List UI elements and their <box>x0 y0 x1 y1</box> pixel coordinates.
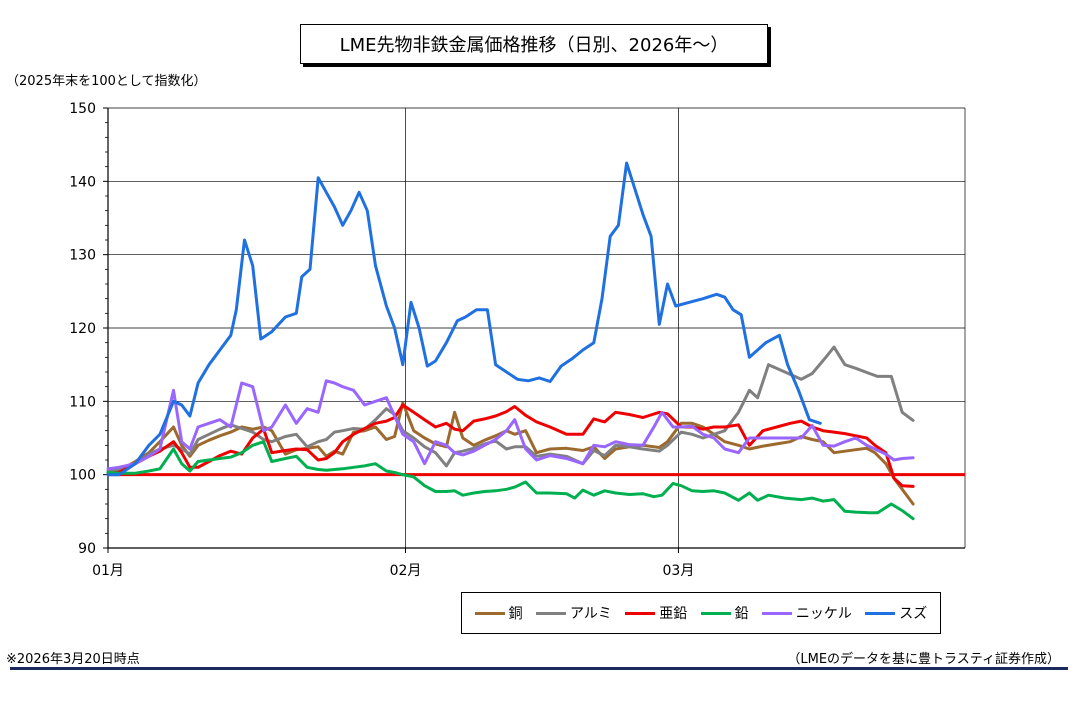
y-axis-unit-label: （2025年末を100として指数化） <box>6 74 207 89</box>
legend-swatch <box>625 611 656 615</box>
chart-title: LME先物非鉄金属価格推移（日別、2026年～） <box>300 24 768 64</box>
footer-divider <box>10 667 1068 670</box>
legend-label: アルミ <box>570 606 612 622</box>
legend-label: 鉛 <box>734 606 749 622</box>
y-tick-label: 110 <box>69 394 96 410</box>
legend-label: 銅 <box>508 606 523 622</box>
y-tick-label: 90 <box>78 541 96 557</box>
source-note: （LMEのデータを基に豊トラスティ証券作成） <box>787 652 1060 667</box>
legend-item-aluminium: アルミ <box>536 603 612 623</box>
x-tick-label: 02月 <box>390 563 422 579</box>
x-tick-label: 01月 <box>92 563 124 579</box>
y-tick-label: 140 <box>69 174 96 190</box>
y-tick-label: 120 <box>69 321 96 337</box>
legend-item-tin: スズ <box>865 603 927 623</box>
legend-label: スズ <box>899 606 928 622</box>
axes: 90 100 110 120 130 140 150 01月 02月 03月 <box>69 101 965 579</box>
legend-swatch <box>474 611 505 615</box>
series-line-4 <box>106 379 915 471</box>
legend-label: 亜鉛 <box>659 606 688 622</box>
legend-swatch <box>865 611 896 615</box>
y-tick-label: 150 <box>69 101 96 117</box>
legend-swatch <box>700 611 731 615</box>
legend-item-lead: 鉛 <box>700 603 749 623</box>
legend-item-copper: 銅 <box>474 603 523 623</box>
series-line-0 <box>106 401 915 506</box>
as-of-note: ※2026年3月20日時点 <box>6 652 140 667</box>
legend-item-nickel: ニッケル <box>761 603 852 623</box>
grid <box>108 107 966 548</box>
y-tick-label: 100 <box>69 468 96 484</box>
legend-item-zinc: 亜鉛 <box>625 603 687 623</box>
series-layer <box>106 161 915 521</box>
series-line-5 <box>106 161 822 477</box>
y-tick-label: 130 <box>69 248 96 264</box>
legend-label: ニッケル <box>795 606 852 622</box>
x-tick-label: 03月 <box>663 563 695 579</box>
series-line-3 <box>106 440 915 521</box>
legend: 銅 アルミ 亜鉛 鉛 ニッケル スズ <box>461 592 941 634</box>
legend-swatch <box>536 611 567 615</box>
legend-swatch <box>761 611 792 615</box>
